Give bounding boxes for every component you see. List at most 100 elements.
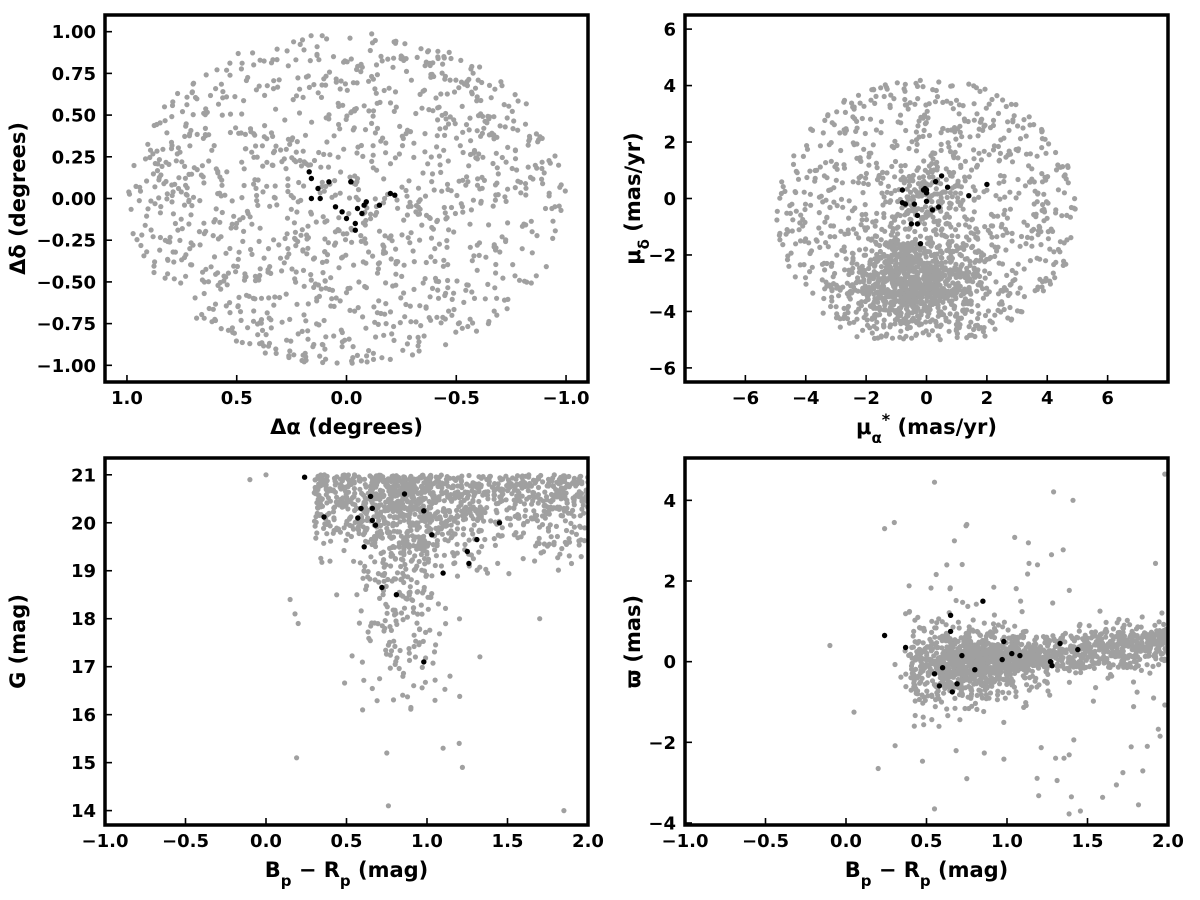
background-point — [319, 559, 325, 565]
background-point — [992, 312, 998, 318]
background-point — [1053, 167, 1060, 173]
background-point — [443, 621, 449, 627]
background-point — [882, 307, 889, 313]
background-point — [441, 55, 447, 61]
y-tick-label: 21 — [71, 465, 96, 486]
background-point — [932, 704, 938, 710]
background-point — [940, 189, 946, 195]
background-point — [874, 252, 880, 258]
background-point — [323, 487, 329, 493]
background-point — [542, 205, 549, 212]
background-point — [791, 153, 797, 159]
background-point — [421, 333, 427, 339]
background-point — [488, 95, 494, 101]
y-tick-label: 0.75 — [52, 64, 96, 85]
background-point — [361, 476, 368, 482]
background-point — [530, 489, 536, 496]
background-point — [934, 323, 940, 329]
background-point — [945, 140, 951, 146]
background-point — [383, 601, 389, 607]
background-point — [454, 541, 460, 547]
background-point — [360, 532, 367, 538]
axes-frame — [103, 456, 590, 827]
background-point — [339, 255, 345, 261]
background-point — [239, 111, 245, 117]
background-point — [512, 156, 519, 162]
background-point — [304, 251, 310, 257]
background-point — [1010, 278, 1016, 284]
background-point — [261, 58, 267, 64]
background-point — [961, 116, 968, 122]
background-point — [834, 109, 840, 115]
member-point — [923, 187, 930, 193]
background-point — [855, 288, 861, 294]
background-point — [482, 296, 488, 302]
background-point — [356, 279, 362, 285]
background-point — [894, 142, 900, 149]
background-point — [410, 543, 416, 549]
background-point — [910, 282, 917, 288]
background-point — [844, 305, 850, 311]
background-point — [914, 320, 920, 326]
background-point — [482, 536, 488, 543]
background-point — [866, 265, 872, 272]
background-point — [832, 270, 838, 277]
member-point — [376, 202, 383, 208]
background-point — [837, 130, 843, 136]
background-point — [485, 496, 491, 502]
background-point — [797, 220, 803, 226]
background-point — [331, 527, 337, 534]
background-point — [438, 91, 444, 97]
x-tick-label: 0.0 — [331, 388, 363, 409]
background-point — [953, 206, 959, 212]
background-point — [1015, 146, 1022, 152]
background-point — [356, 477, 362, 484]
background-point — [398, 295, 404, 301]
background-point — [1031, 212, 1037, 218]
background-point — [376, 298, 382, 304]
background-point — [400, 617, 406, 623]
background-point — [401, 262, 407, 268]
background-point — [333, 76, 339, 82]
background-point — [293, 243, 299, 249]
background-point — [486, 82, 493, 88]
background-point — [354, 352, 360, 358]
member-point — [429, 532, 435, 538]
background-point — [497, 249, 503, 255]
background-point — [291, 352, 297, 358]
background-point — [448, 55, 454, 62]
background-point — [182, 175, 188, 181]
background-point — [175, 227, 181, 233]
background-point — [874, 165, 880, 171]
background-point — [350, 526, 357, 532]
background-point — [828, 158, 834, 164]
background-point — [297, 157, 303, 164]
background-point — [427, 505, 433, 511]
background-point — [219, 112, 225, 118]
background-point — [913, 188, 919, 194]
background-point — [358, 358, 364, 364]
background-point — [268, 325, 274, 331]
background-point — [877, 312, 883, 318]
background-point — [1043, 258, 1049, 264]
background-point — [368, 536, 374, 543]
background-point — [996, 158, 1002, 164]
background-point — [809, 127, 816, 133]
background-point — [307, 162, 314, 168]
background-point — [372, 540, 378, 546]
background-point — [801, 189, 807, 195]
background-point — [399, 133, 405, 139]
background-point — [986, 152, 992, 158]
background-point — [344, 59, 350, 65]
background-point — [469, 63, 475, 70]
background-point — [869, 87, 875, 93]
background-point — [218, 326, 224, 332]
background-point — [471, 522, 477, 528]
background-point — [856, 247, 863, 253]
background-point — [1007, 189, 1013, 195]
background-point — [391, 55, 397, 61]
background-point — [933, 161, 939, 167]
background-point — [296, 179, 302, 186]
background-point — [898, 288, 904, 294]
background-point — [894, 265, 900, 271]
